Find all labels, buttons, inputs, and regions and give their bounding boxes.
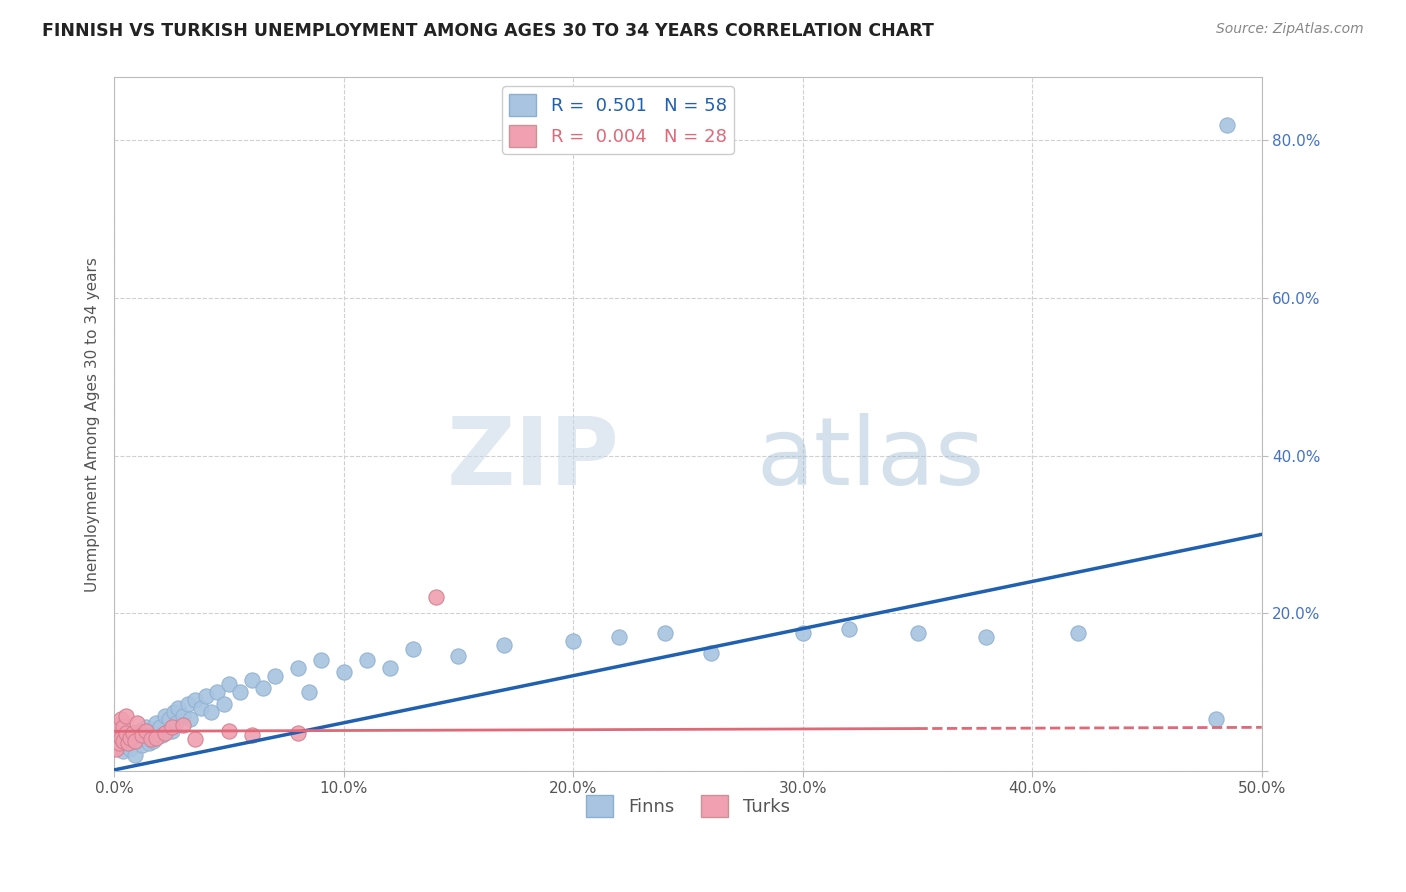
Point [287, 661, 309, 675]
Point [139, 732, 162, 747]
Point [157, 713, 180, 727]
Point [494, 638, 516, 652]
Point [160, 720, 183, 734]
Point [165, 716, 187, 731]
Point [976, 630, 998, 644]
Point [153, 726, 176, 740]
Point [167, 700, 190, 714]
Point [149, 720, 172, 734]
Legend: Finns, Turks: Finns, Turks [579, 788, 797, 824]
Point [121, 726, 143, 740]
Point [107, 718, 129, 732]
Point [110, 731, 132, 745]
Point [110, 713, 132, 727]
Point [298, 685, 321, 699]
Point [214, 697, 236, 711]
Text: Source: ZipAtlas.com: Source: ZipAtlas.com [1216, 22, 1364, 37]
Point [120, 731, 142, 745]
Point [139, 726, 162, 740]
Point [135, 720, 157, 734]
Point [183, 693, 205, 707]
Point [172, 718, 194, 732]
Point [700, 646, 723, 660]
Point [172, 708, 194, 723]
Point [263, 669, 285, 683]
Text: ZIP: ZIP [446, 413, 619, 505]
Point [107, 740, 129, 755]
Point [179, 713, 201, 727]
Point [190, 700, 212, 714]
Point [562, 633, 585, 648]
Point [229, 685, 252, 699]
Point [401, 641, 423, 656]
Point [150, 728, 173, 742]
Text: FINNISH VS TURKISH UNEMPLOYMENT AMONG AGES 30 TO 34 YEARS CORRELATION CHART: FINNISH VS TURKISH UNEMPLOYMENT AMONG AG… [42, 22, 934, 40]
Point [107, 736, 129, 750]
Point [447, 649, 470, 664]
Point [138, 736, 160, 750]
Point [200, 705, 222, 719]
Point [654, 625, 676, 640]
Text: atlas: atlas [756, 413, 986, 505]
Point [145, 731, 167, 745]
Point [207, 685, 229, 699]
Point [121, 728, 143, 742]
Point [252, 681, 274, 695]
Point [163, 705, 186, 719]
Point [105, 728, 128, 742]
Point [112, 733, 135, 747]
Point [907, 625, 929, 640]
Point [145, 716, 167, 731]
Point [176, 697, 198, 711]
Point [240, 673, 263, 687]
Point [112, 744, 135, 758]
Point [142, 733, 165, 747]
Point [132, 731, 155, 745]
Point [105, 741, 128, 756]
Point [1205, 713, 1227, 727]
Point [287, 726, 309, 740]
Point [607, 630, 630, 644]
Point [114, 732, 136, 747]
Point [114, 708, 136, 723]
Point [309, 653, 332, 667]
Point [332, 665, 354, 680]
Point [153, 708, 176, 723]
Point [792, 625, 814, 640]
Point [114, 726, 136, 740]
Point [356, 653, 378, 667]
Point [218, 677, 240, 691]
Point [128, 724, 150, 739]
Point [124, 747, 146, 762]
Point [124, 733, 146, 747]
Point [117, 736, 139, 750]
Y-axis label: Unemployment Among Ages 30 to 34 years: Unemployment Among Ages 30 to 34 years [86, 257, 100, 591]
Point [1067, 625, 1090, 640]
Point [112, 720, 135, 734]
Point [195, 689, 218, 703]
Point [103, 740, 125, 755]
Point [135, 724, 157, 739]
Point [218, 724, 240, 739]
Point [240, 728, 263, 742]
Point [127, 733, 149, 747]
Point [131, 739, 153, 753]
Point [1216, 118, 1239, 132]
Point [378, 661, 401, 675]
Point [120, 741, 142, 756]
Point [127, 716, 149, 731]
Point [838, 622, 860, 636]
Point [117, 736, 139, 750]
Point [131, 728, 153, 742]
Point [160, 724, 183, 739]
Point [425, 591, 447, 605]
Point [183, 732, 205, 747]
